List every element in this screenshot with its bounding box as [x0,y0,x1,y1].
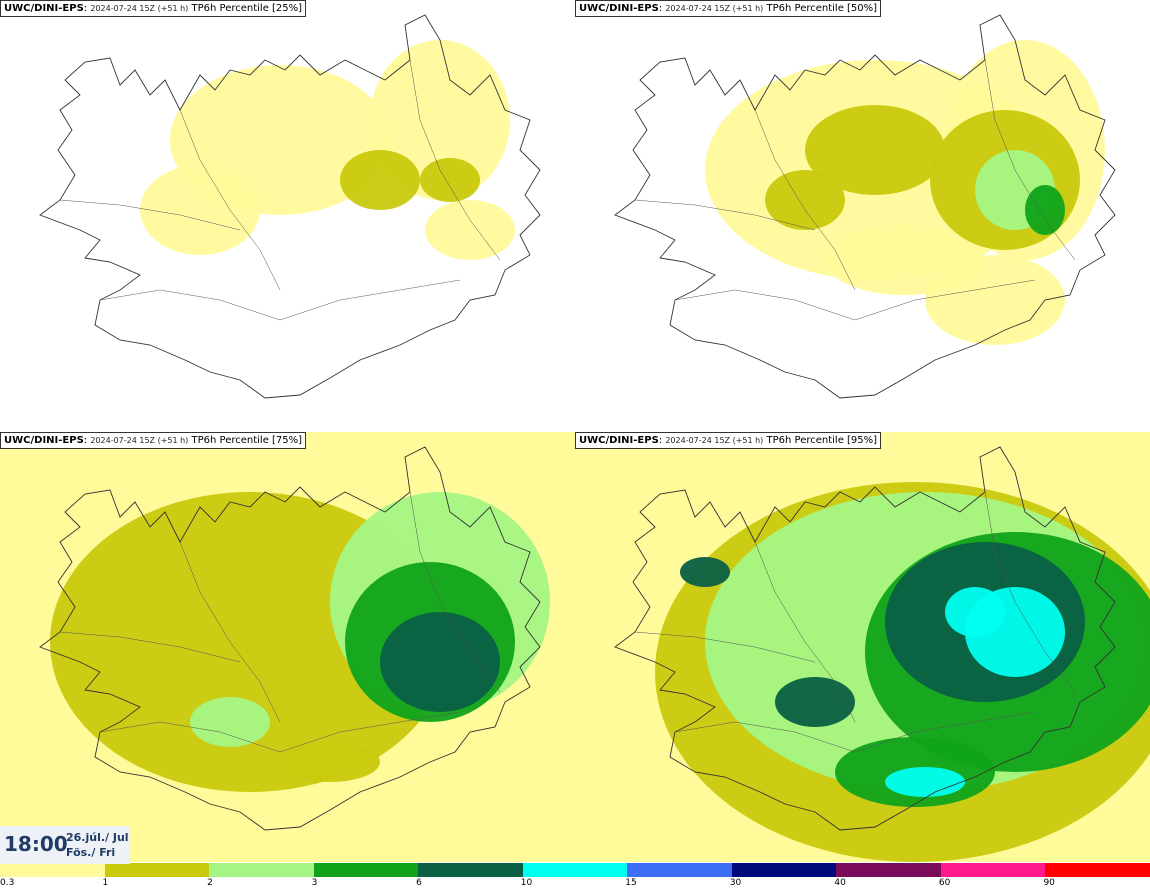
road-line [754,541,856,723]
road-line [409,59,501,261]
run-time: 2024-07-24 15Z (+51 h) [90,4,189,13]
legend-label: 1 [102,878,109,888]
road-line [179,541,281,723]
road-line [59,631,241,663]
map-panel-p75: UWC/DINI-EPS: 2024-07-24 15Z (+51 h) TP6… [0,432,575,862]
panel-title: UWC/DINI-EPS: 2024-07-24 15Z (+51 h) TP6… [0,432,307,449]
coastline [39,14,541,399]
model-name: UWC/DINI-EPS [4,435,84,446]
legend-swatch [731,863,837,877]
legend-swatch [104,863,210,877]
legend-swatch [418,863,524,877]
precip-area [805,105,945,195]
iceland-map [575,432,1150,862]
precip-area [775,677,855,727]
run-time: 2024-07-24 15Z (+51 h) [90,436,189,445]
model-name: UWC/DINI-EPS [579,435,659,446]
legend-label: 0.3 [0,878,15,888]
road-line [984,491,1076,693]
road-line [634,631,816,663]
legend-label: 60 [938,878,951,888]
product-name: TP6h Percentile [95%] [766,435,878,446]
precip-area [280,742,380,782]
run-time: 2024-07-24 15Z (+51 h) [665,436,764,445]
panel-title: UWC/DINI-EPS: 2024-07-24 15Z (+51 h) TP6… [575,432,882,449]
precip-area [885,767,965,797]
precip-area [425,200,515,260]
precip-area [190,697,270,747]
precip-area [1025,185,1065,235]
legend-swatch [522,863,628,877]
coastline [614,14,1116,399]
road-line [59,199,241,231]
iceland-map [0,0,575,430]
precip-area [340,150,420,210]
iceland-map [575,0,1150,430]
iceland-map [0,432,575,862]
panel-title: UWC/DINI-EPS: 2024-07-24 15Z (+51 h) TP6… [575,0,882,17]
map-panel-p50: UWC/DINI-EPS: 2024-07-24 15Z (+51 h) TP6… [575,0,1150,430]
coastline [614,446,1116,831]
road-line [984,59,1076,261]
legend-swatch [940,863,1046,877]
map-panel-p25: UWC/DINI-EPS: 2024-07-24 15Z (+51 h) TP6… [0,0,575,430]
road-line [179,109,281,291]
legend-swatch [209,863,315,877]
legend-swatch [627,863,733,877]
model-name: UWC/DINI-EPS [4,3,84,14]
product-name: TP6h Percentile [25%] [191,3,303,14]
model-name: UWC/DINI-EPS [579,3,659,14]
road-line [99,279,461,321]
legend-swatch [1045,863,1150,877]
legend-label: 6 [416,878,422,888]
road-line [674,279,1036,321]
precip-area [140,165,260,255]
road-line [754,109,856,291]
legend-label: 90 [1043,878,1055,888]
legend-label: 10 [520,878,533,888]
valid-time: 18:00 [4,832,68,856]
legend-swatch [313,863,419,877]
legend-label: 3 [311,878,318,888]
valid-time-box: 18:00 26.júl./ Jul Fös./ Fri [0,826,130,864]
legend-label: 15 [625,878,637,888]
panel-title: UWC/DINI-EPS: 2024-07-24 15Z (+51 h) TP6… [0,0,307,17]
precip-area [380,612,500,712]
coastline [39,446,541,831]
precip-area [420,158,480,202]
precip-area [945,587,1005,637]
valid-date-line2: Fös./ Fri [66,846,116,859]
legend-swatch [836,863,942,877]
road-line [674,711,1036,753]
road-line [409,491,501,693]
legend-label: 40 [834,878,846,888]
precip-area [825,225,985,295]
legend-label: 30 [729,878,742,888]
product-name: TP6h Percentile [75%] [191,435,303,446]
map-panel-p95: UWC/DINI-EPS: 2024-07-24 15Z (+51 h) TP6… [575,432,1150,862]
color-legend [0,863,1150,877]
precip-area [680,557,730,587]
valid-date-line1: 26.júl./ Jul [66,831,129,844]
product-name: TP6h Percentile [50%] [766,3,878,14]
precip-area [765,170,845,230]
legend-label: 2 [207,878,213,888]
run-time: 2024-07-24 15Z (+51 h) [665,4,764,13]
road-line [634,199,816,231]
road-line [99,711,461,753]
legend-swatch [0,863,106,877]
